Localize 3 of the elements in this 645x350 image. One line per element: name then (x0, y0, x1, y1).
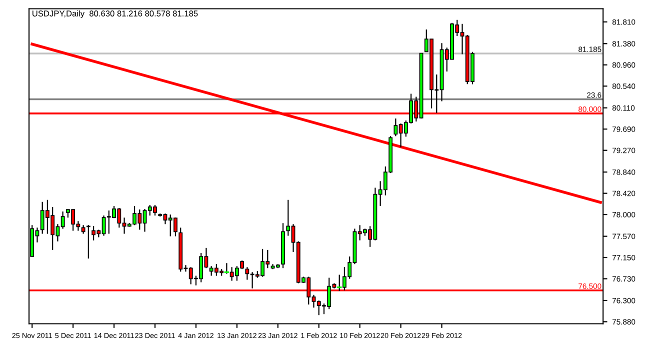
candlestick (245, 266, 250, 280)
chart-title: USDJPY,Daily 80.630 81.216 80.578 81.185 (32, 10, 198, 18)
candlestick (86, 224, 90, 260)
